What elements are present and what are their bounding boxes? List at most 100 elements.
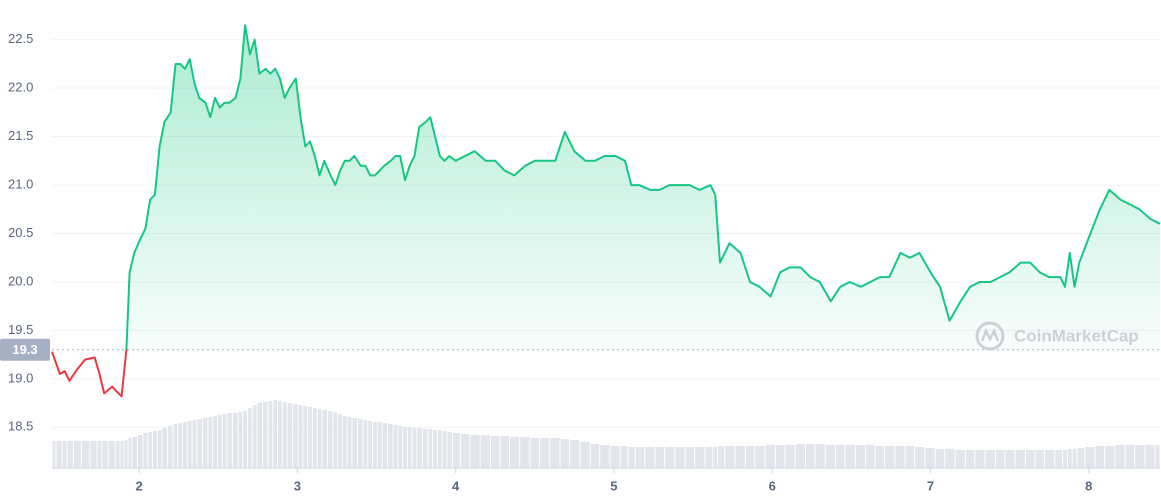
- volume-bar: [1115, 445, 1125, 468]
- volume-bar: [985, 450, 995, 468]
- volume-bar: [238, 412, 243, 468]
- volume-bar: [62, 441, 67, 468]
- volume-bar: [268, 401, 273, 468]
- volume-bar: [570, 440, 580, 468]
- volume-bar: [590, 444, 600, 468]
- x-tick-label: 3: [294, 478, 301, 493]
- volume-bar: [795, 444, 805, 468]
- volume-bar: [635, 447, 645, 468]
- volume-bar: [580, 442, 590, 468]
- volume-bar: [685, 447, 695, 468]
- baseline-label-box: [0, 338, 50, 361]
- price-area: [126, 25, 1160, 350]
- volume-bar: [836, 445, 845, 468]
- volume-bar: [128, 438, 132, 468]
- volume-bar: [257, 403, 263, 468]
- volume-bar: [885, 446, 895, 468]
- volume-bar: [560, 439, 570, 468]
- volume-bar: [1155, 445, 1160, 468]
- volume-bar: [895, 446, 905, 468]
- volume-bar: [398, 426, 403, 468]
- volume-bar: [725, 446, 735, 468]
- y-tick-label: 19.0: [8, 370, 33, 385]
- volume-bar: [363, 420, 368, 468]
- volume-bar: [975, 450, 985, 468]
- volume-bar: [955, 450, 965, 468]
- volume-bar: [173, 424, 178, 468]
- volume-bar: [52, 441, 56, 468]
- volume-bar: [442, 431, 447, 468]
- volume-bar: [718, 446, 725, 468]
- volume-bar: [735, 446, 745, 468]
- volume-bar: [765, 445, 775, 468]
- volume-bar: [1105, 446, 1115, 468]
- volume-bar: [168, 426, 173, 468]
- volume-bar: [995, 450, 1005, 468]
- volume-bar: [905, 446, 915, 468]
- volume-bar: [945, 449, 955, 468]
- volume-bar: [312, 408, 317, 468]
- watermark: CoinMarketCap: [975, 321, 1139, 351]
- volume-bar: [530, 438, 540, 468]
- volume-bar: [1067, 449, 1072, 468]
- y-tick-label: 22.5: [8, 31, 33, 46]
- volume-bar: [137, 435, 143, 468]
- volume-bar: [403, 427, 407, 468]
- volume-bar: [610, 446, 620, 468]
- volume-bar: [755, 446, 765, 468]
- volume-bar: [273, 400, 278, 468]
- volume-bar: [157, 430, 162, 468]
- volume-bar: [705, 447, 713, 468]
- volume-bar: [162, 428, 168, 468]
- y-tick-label: 21.0: [8, 177, 33, 192]
- volume-bar: [447, 432, 452, 468]
- volume-bar: [470, 435, 480, 468]
- volume-bar: [102, 441, 108, 468]
- volume-bar: [805, 444, 815, 468]
- x-tick-label: 5: [610, 478, 617, 493]
- volume-bar: [1025, 450, 1035, 468]
- volume-bar: [935, 449, 945, 468]
- volume-bar: [1005, 450, 1015, 468]
- volume-bar: [875, 446, 885, 468]
- x-tick-label: 2: [135, 478, 142, 493]
- volume-bar: [620, 446, 628, 468]
- volume-bar: [333, 412, 338, 468]
- volume-bar: [915, 447, 925, 468]
- volume-bar: [232, 413, 238, 468]
- y-tick-label: 22.0: [8, 80, 33, 95]
- volume-bar: [600, 445, 610, 468]
- volume-bar: [428, 429, 433, 468]
- volume-bar: [490, 436, 500, 468]
- volume-bar: [317, 409, 322, 468]
- volume-bar: [509, 437, 520, 468]
- volume-bar: [628, 447, 635, 468]
- volume-bar: [645, 447, 655, 468]
- volume-bar: [437, 430, 442, 468]
- volume-bar: [227, 413, 232, 468]
- y-tick-label: 20.0: [8, 273, 33, 288]
- volume-bar: [148, 432, 153, 468]
- x-tick-label: 8: [1085, 478, 1092, 493]
- volume-bar: [388, 424, 393, 468]
- volume-bar: [1072, 449, 1077, 468]
- volume-bar: [67, 441, 73, 468]
- volume-bar: [1085, 447, 1095, 468]
- volume-bar: [382, 423, 388, 468]
- volume-bar: [1125, 445, 1135, 468]
- volume-bar: [143, 433, 148, 468]
- volume-bar: [217, 415, 222, 468]
- volume-bar: [412, 428, 417, 468]
- volume-bar: [342, 416, 347, 468]
- volume-bar: [417, 428, 422, 468]
- volume-bar: [695, 447, 705, 468]
- x-tick-label: 6: [769, 478, 776, 493]
- volume-bar: [460, 434, 470, 468]
- volume-bar: [452, 433, 460, 468]
- volume-bar: [73, 441, 81, 468]
- volume-bar: [278, 401, 282, 468]
- volume-bar: [1044, 450, 1055, 468]
- volume-bar: [393, 425, 398, 468]
- volume-bar: [243, 411, 247, 468]
- volume-bar: [263, 402, 268, 468]
